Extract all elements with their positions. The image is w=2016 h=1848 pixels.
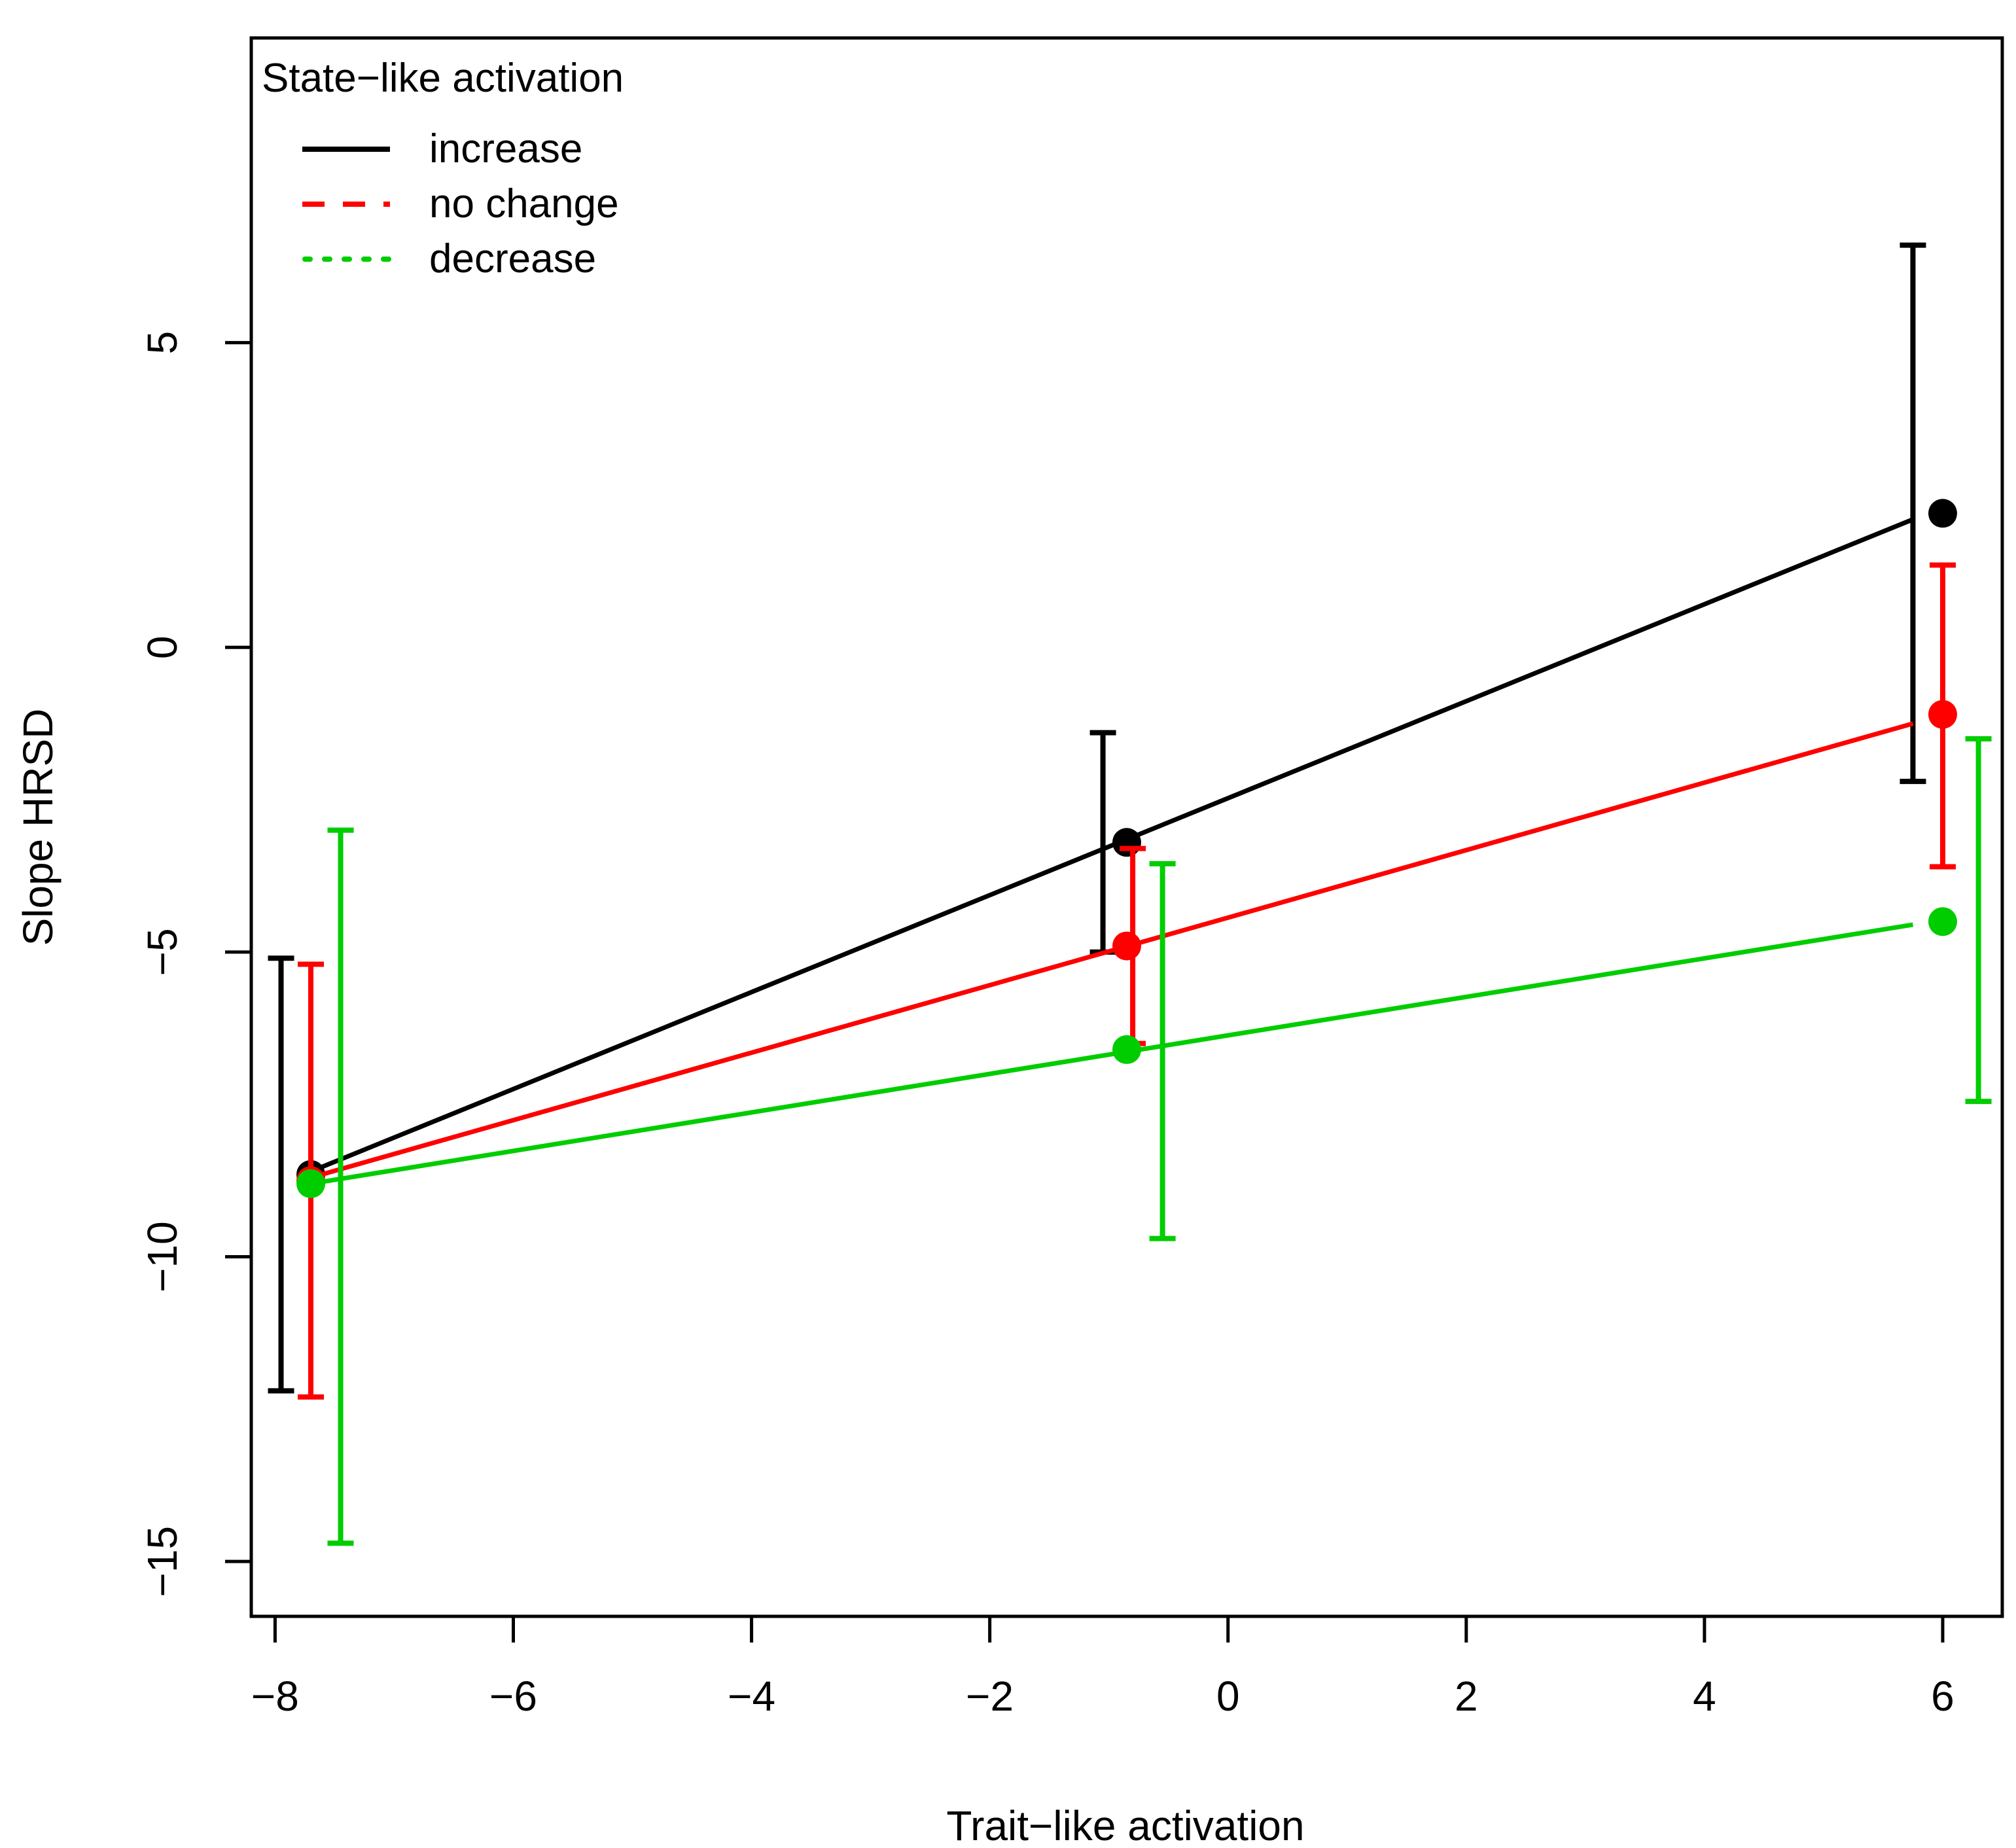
legend-label-increase: increase <box>429 126 582 171</box>
legend-label-decrease: decrease <box>429 236 596 281</box>
data-point-increase <box>1112 828 1141 857</box>
data-point-decrease <box>1928 907 1957 936</box>
y-tick-label: −5 <box>139 928 186 976</box>
legend-label-no-change: no change <box>429 181 619 226</box>
legend: State−like activation increase no change… <box>262 56 624 281</box>
x-tick-label: 0 <box>1216 1673 1240 1720</box>
legend-title: State−like activation <box>262 56 624 101</box>
y-axis-label: Slope HRSD <box>14 709 62 946</box>
x-axis: −8 −6 −4 −2 0 2 4 6 <box>251 1614 1954 1720</box>
series-layer <box>268 242 1992 1546</box>
series-line-no-change <box>310 721 1914 1180</box>
series-line-increase <box>309 517 1914 1174</box>
data-point-no-change <box>1112 931 1141 961</box>
y-axis: −15 −10 −5 0 5 <box>139 331 253 1597</box>
data-point-increase <box>1928 499 1957 528</box>
y-tick-label: −15 <box>139 1526 186 1597</box>
x-tick-label: −2 <box>966 1673 1014 1720</box>
x-tick-label: 2 <box>1455 1673 1478 1720</box>
x-tick-label: −6 <box>489 1673 537 1720</box>
y-tick-label: 0 <box>139 635 186 659</box>
data-point-decrease <box>296 1169 326 1198</box>
series-line-decrease <box>310 922 1914 1186</box>
x-tick-label: 6 <box>1931 1673 1954 1720</box>
y-tick-label: −10 <box>139 1221 186 1292</box>
data-point-decrease <box>1112 1035 1141 1064</box>
x-tick-label: −8 <box>251 1673 299 1720</box>
x-tick-label: −4 <box>728 1673 775 1720</box>
x-axis-label: Trait−like activation <box>946 1802 1304 1848</box>
y-tick-label: 5 <box>139 331 186 355</box>
x-tick-label: 4 <box>1693 1673 1716 1720</box>
